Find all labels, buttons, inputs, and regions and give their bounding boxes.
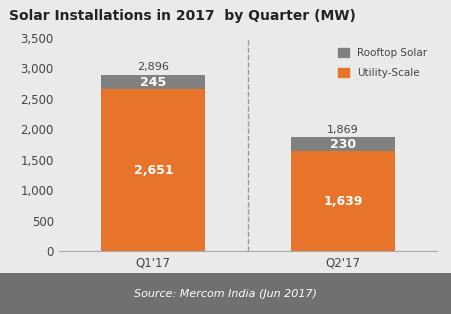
- Text: 2,651: 2,651: [133, 164, 173, 177]
- Text: 2017: 2017: [233, 298, 263, 311]
- Bar: [101, 89, 206, 251]
- Bar: [290, 151, 395, 251]
- Text: 1,869: 1,869: [327, 125, 359, 135]
- Bar: [101, 74, 206, 89]
- Text: 245: 245: [140, 75, 166, 89]
- Text: 1,639: 1,639: [323, 195, 363, 208]
- Text: 2,896: 2,896: [138, 62, 169, 72]
- Legend: Rooftop Solar, Utility-Scale: Rooftop Solar, Utility-Scale: [333, 43, 432, 83]
- Text: 230: 230: [330, 138, 356, 151]
- Text: Solar Installations in 2017  by Quarter (MW): Solar Installations in 2017 by Quarter (…: [9, 9, 356, 24]
- Text: Source: Mercom India (Jun 2017): Source: Mercom India (Jun 2017): [134, 289, 317, 299]
- Bar: [290, 137, 395, 151]
